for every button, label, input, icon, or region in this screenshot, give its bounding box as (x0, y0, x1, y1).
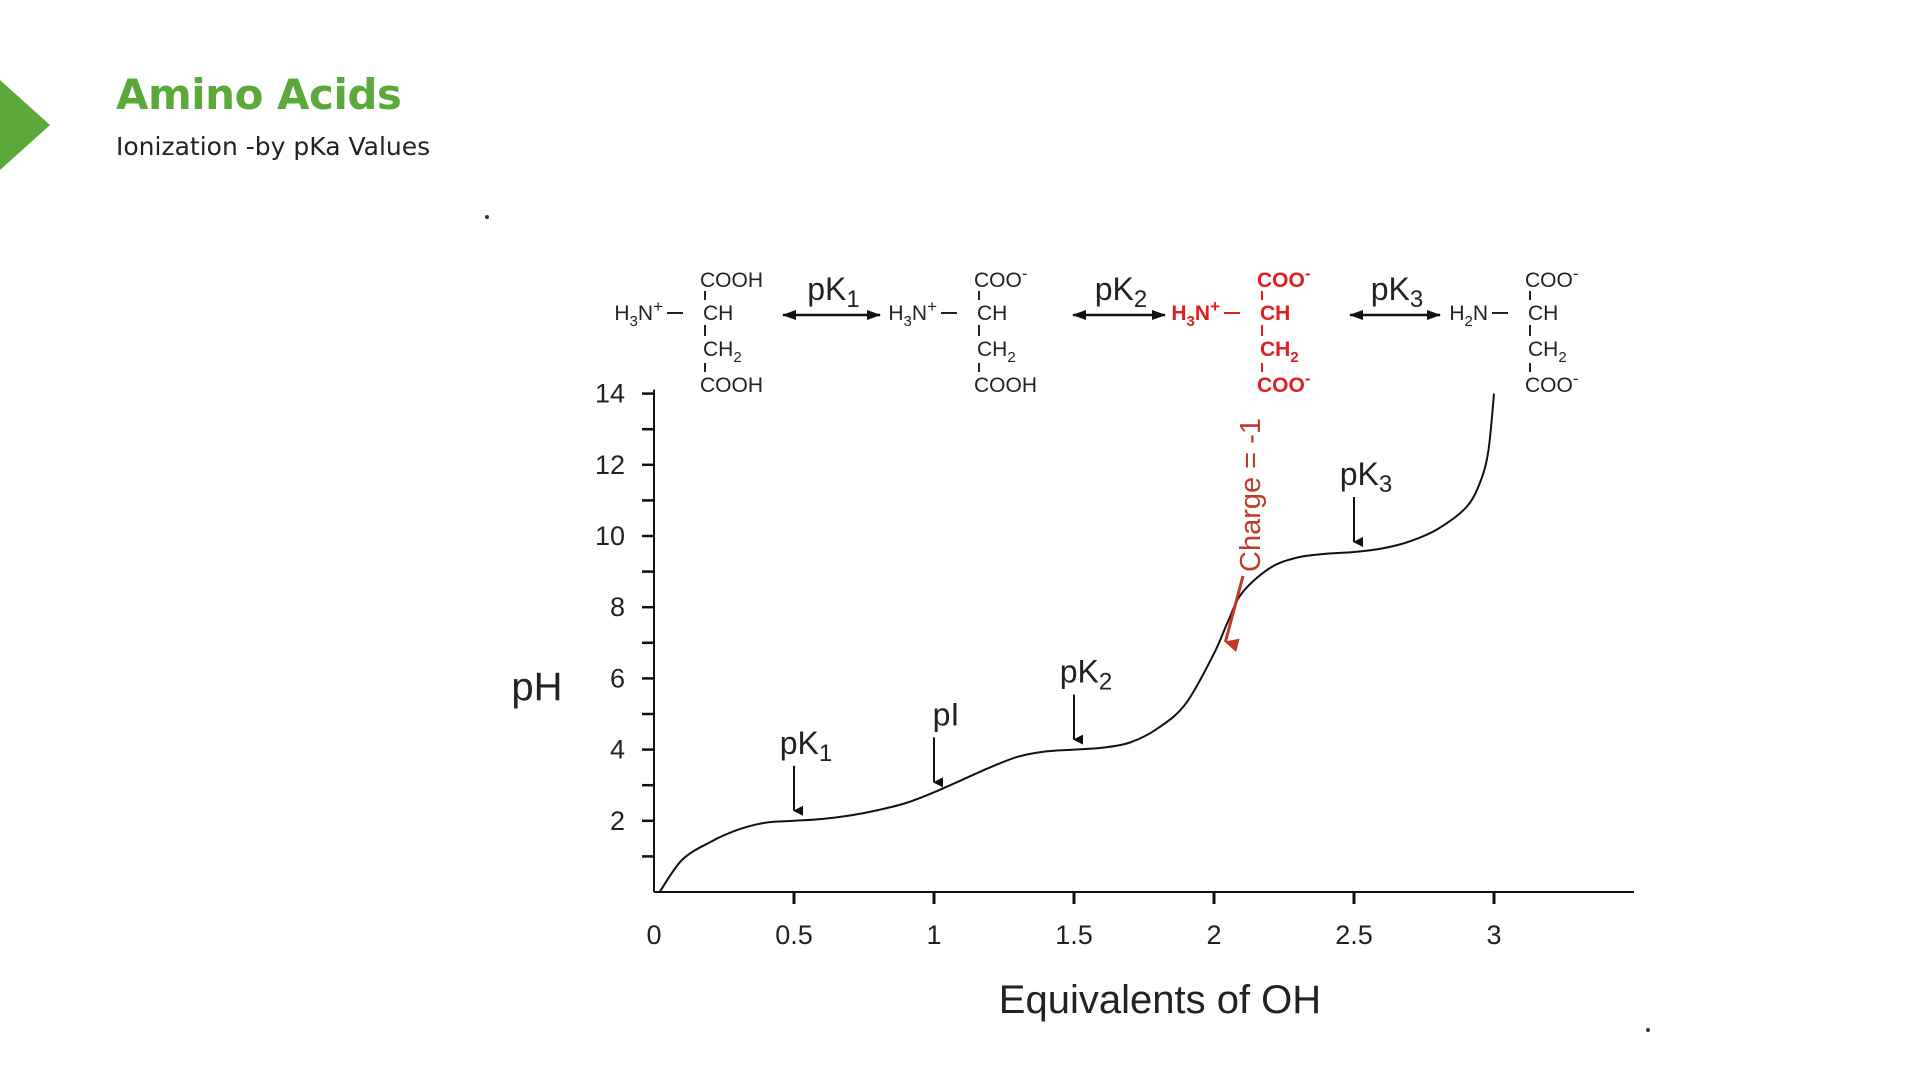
slide-subtitle: Ionization -by pKa Values (116, 132, 431, 161)
structure-top-group: COO-​ (1525, 264, 1579, 292)
x-tick-label: 1 (926, 920, 941, 950)
x-tick-label: 3 (1486, 920, 1501, 950)
structure-alpha-deprotonated: COO-​ H3​N+​ CH CH2​ COOH (888, 264, 1037, 397)
structure-ch2-group: CH2​ (977, 338, 1016, 366)
structure-ch2-group: CH2​ (703, 338, 742, 366)
annotation-label-pk2: pK2 (1060, 654, 1113, 696)
structure-net-charge-minus-one: COO-​ H3​N+​ CH CH2​ COO-​ (1171, 264, 1310, 397)
equilibrium-label-pk1: pK1 (807, 271, 860, 313)
annotation-label-pi: pI (933, 696, 960, 732)
titration-curve (658, 393, 1495, 893)
structure-bottom-group: COO-​ (1257, 369, 1311, 397)
y-tick-label: 2 (610, 806, 625, 836)
x-tick-label: 2.5 (1335, 920, 1373, 950)
x-tick-label: 0 (646, 920, 661, 950)
y-tick-label: 14 (595, 379, 625, 409)
x-tick-label: 2 (1206, 920, 1221, 950)
structure-fully-protonated: COOH H3​N+​ CH CH2​ COOH (614, 269, 763, 397)
structure-fully-deprotonated: COO-​ H2​N CH CH2​ COO-​ (1449, 264, 1578, 397)
y-tick-label: 4 (610, 735, 625, 765)
x-tick-label: 0.5 (775, 920, 813, 950)
charge-arrow (1223, 575, 1245, 653)
slide-title: Amino Acids (116, 70, 402, 119)
structure-bottom-group: COOH (974, 374, 1037, 397)
structure-bottom-group: COO-​ (1525, 369, 1579, 397)
equilibrium-label-pk2: pK2 (1095, 271, 1148, 313)
structure-amine-group: H3​N+​ (1171, 297, 1220, 330)
structure-bottom-group: COOH (700, 374, 763, 397)
annotation-label-pk3: pK3 (1340, 456, 1393, 498)
structure-amine-group: H3​N+​ (888, 297, 937, 330)
slide-marker-triangle-icon (0, 80, 50, 170)
stray-dot (1646, 1028, 1650, 1032)
structure-top-group: COOH (700, 269, 763, 292)
stray-dot (485, 215, 489, 219)
structure-top-group: COO-​ (974, 264, 1028, 292)
structure-ch-group: CH (977, 302, 1007, 325)
structure-ch2-group: CH2​ (1528, 338, 1567, 366)
x-tick-label: 1.5 (1055, 920, 1093, 950)
structure-ch-group: CH (1528, 302, 1558, 325)
structure-amine-group: H3​N+​ (614, 297, 663, 330)
y-axis-label: pH (511, 665, 562, 709)
structure-amine-group: H2​N (1449, 302, 1488, 330)
equilibrium-label-pk3: pK3 (1371, 271, 1424, 313)
y-tick-label: 6 (610, 663, 625, 693)
y-tick-label: 10 (595, 521, 625, 551)
y-tick-label: 12 (595, 450, 625, 480)
y-tick-label: 8 (610, 592, 625, 622)
structure-ch-group: CH (703, 302, 733, 325)
structure-ch2-group: CH2​ (1260, 338, 1299, 366)
structure-ch-group: CH (1260, 302, 1290, 325)
annotation-label-pk1: pK1 (780, 725, 833, 767)
x-axis-label: Equivalents of OH (999, 978, 1321, 1022)
structure-top-group: COO-​ (1257, 264, 1311, 292)
charge-label: Charge = -1 (1235, 418, 1267, 572)
